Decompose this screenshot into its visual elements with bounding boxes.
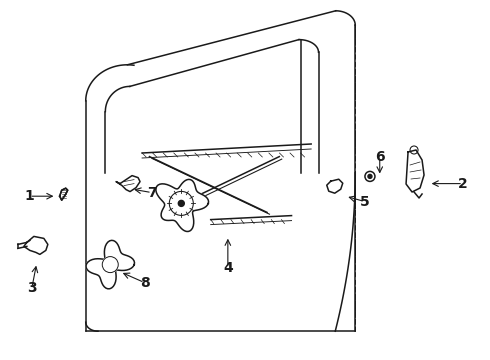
- Circle shape: [365, 171, 375, 181]
- Polygon shape: [116, 176, 140, 192]
- Circle shape: [102, 257, 118, 273]
- Circle shape: [170, 192, 193, 215]
- Text: 4: 4: [223, 261, 233, 275]
- Circle shape: [368, 174, 372, 179]
- Text: 3: 3: [27, 281, 37, 295]
- Text: 1: 1: [24, 189, 34, 203]
- Text: 8: 8: [140, 276, 149, 289]
- Polygon shape: [60, 188, 68, 200]
- Text: 5: 5: [360, 195, 370, 208]
- Text: 2: 2: [458, 177, 468, 190]
- Circle shape: [410, 146, 418, 154]
- Polygon shape: [156, 179, 209, 231]
- Text: 6: 6: [375, 150, 385, 163]
- Polygon shape: [24, 237, 48, 255]
- Text: 7: 7: [147, 186, 157, 199]
- Polygon shape: [86, 240, 135, 289]
- Polygon shape: [406, 150, 424, 192]
- Circle shape: [178, 201, 184, 206]
- Polygon shape: [327, 179, 343, 193]
